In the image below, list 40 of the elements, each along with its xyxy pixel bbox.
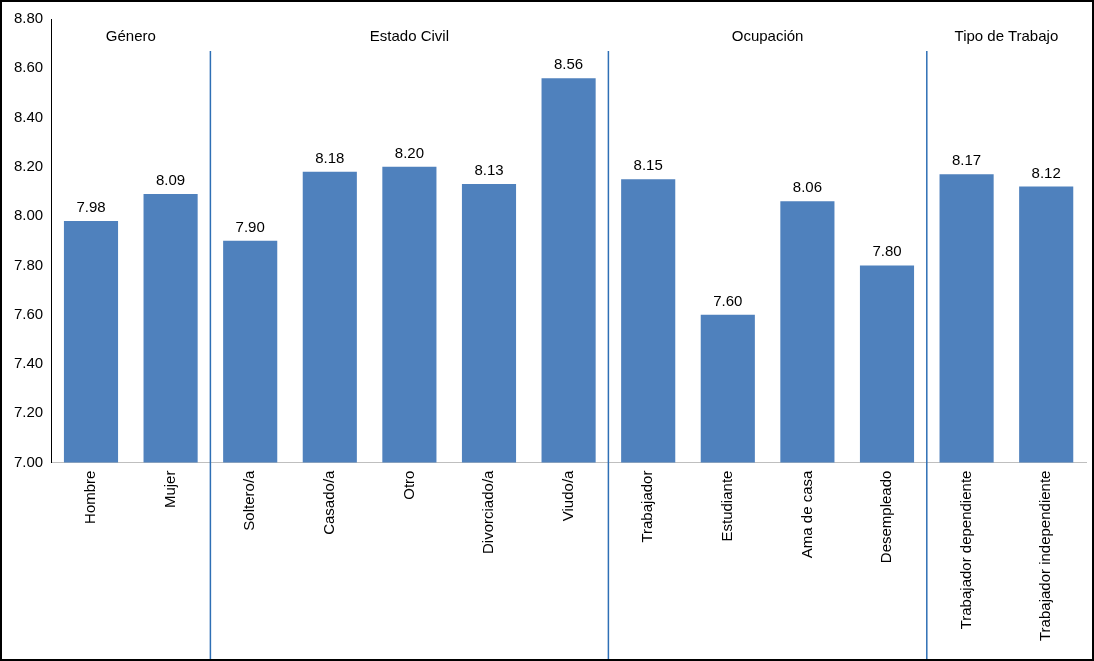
x-tick-label: Desempleado (877, 470, 895, 564)
x-tick-label: Divorciado/a (479, 469, 497, 554)
y-tick-label: 7.20 (13, 403, 44, 421)
data-label: 7.80 (872, 242, 902, 260)
x-tick-label: Ama de casa (797, 469, 815, 559)
data-label: 8.09 (155, 170, 186, 188)
annotation: Estado Civil (369, 27, 449, 44)
annotation: Tipo de Trabajo (954, 27, 1059, 44)
y-tick-label: 8.60 (13, 58, 44, 76)
data-label: 7.98 (76, 198, 106, 216)
data-label: 8.06 (792, 178, 822, 196)
data-label: 7.90 (235, 217, 265, 235)
x-tick-label: Mujer (160, 470, 178, 509)
x-tick-label: Hombre (81, 470, 99, 524)
x-tick-label: Soltero/a (240, 469, 258, 531)
x-tick-label: Viudo/a (558, 469, 576, 522)
y-tick-label: 7.00 (13, 452, 44, 470)
y-tick-label: 8.00 (13, 206, 44, 224)
data-label: 8.13 (474, 161, 504, 179)
y-tick-label: 8.20 (13, 157, 44, 175)
y-tick-label: 7.60 (13, 304, 44, 322)
data-label: 8.12 (1031, 163, 1061, 181)
annotation: Ocupación (731, 27, 804, 44)
data-label: 8.18 (315, 148, 345, 166)
data-label: 8.20 (394, 143, 424, 161)
y-tick-label: 7.80 (13, 255, 44, 273)
data-label: 8.56 (554, 55, 584, 73)
data-label: 8.17 (952, 151, 982, 169)
y-tick-label: 8.40 (13, 107, 44, 125)
x-tick-label: Trabajador independiente (1036, 470, 1054, 641)
x-tick-label: Otro (399, 470, 417, 500)
y-tick-label: 8.80 (13, 9, 44, 27)
x-tick-label: Estudiante (717, 470, 735, 542)
x-tick-label: Trabajador (638, 470, 656, 543)
x-tick-label: Trabajador dependiente (956, 470, 974, 630)
data-label: 8.15 (633, 156, 663, 174)
annotation: Género (105, 27, 156, 44)
x-tick-label: Casado/a (319, 469, 337, 535)
y-tick-label: 7.40 (13, 354, 44, 372)
data-label: 7.60 (713, 291, 743, 309)
